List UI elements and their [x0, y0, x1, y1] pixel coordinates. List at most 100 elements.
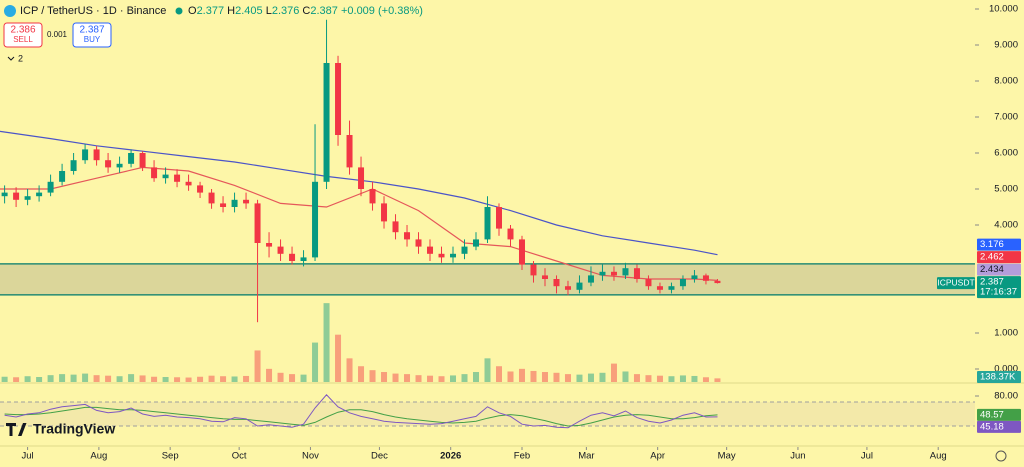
candle-body: [495, 207, 502, 229]
volume-bar: [70, 374, 77, 382]
ohlc: O2.377 H2.405 L2.376 C2.387 +0.009 (+0.3…: [188, 5, 423, 17]
symbol-icon: [4, 5, 16, 17]
candle-body: [656, 286, 663, 290]
candle-body: [13, 192, 20, 200]
candle-body: [576, 282, 583, 290]
candle-body: [369, 189, 376, 204]
volume-bar: [231, 376, 238, 382]
volume-bar: [116, 376, 123, 382]
price-label-text: 2.462: [980, 252, 1004, 263]
candle-body: [564, 286, 571, 290]
countdown: 17:16:37: [980, 287, 1017, 298]
volume-bar: [450, 375, 457, 382]
candle-body: [553, 279, 560, 287]
settings-button[interactable]: [995, 450, 1007, 462]
volume-bar: [277, 372, 284, 382]
candle-body: [473, 239, 480, 247]
status-dot: [175, 7, 183, 15]
ohlc-label: O: [188, 5, 197, 17]
candle-body: [645, 279, 652, 287]
volume-bar: [553, 372, 560, 382]
x-tick-label: May: [718, 451, 736, 462]
volume-bar: [335, 334, 342, 382]
candle-body: [266, 243, 273, 247]
candle-body: [622, 268, 629, 276]
volume-label-text: 138.37K: [980, 372, 1016, 383]
ohlc-label: L: [266, 5, 272, 17]
x-tick-label: Aug: [90, 451, 107, 462]
candle-body: [231, 199, 238, 207]
candle-body: [679, 279, 686, 287]
volume-bar: [381, 372, 388, 382]
volume-bar: [162, 377, 169, 382]
volume-bar: [358, 366, 365, 382]
candle-body: [530, 264, 537, 276]
volume-bar: [518, 368, 525, 382]
price-label-box: [977, 251, 1021, 264]
rsi-label-box: [977, 420, 1021, 433]
candle-body: [254, 203, 261, 243]
candle-body: [197, 185, 204, 193]
volume-bar: [415, 375, 422, 382]
y-tick-label: 9.000: [994, 40, 1018, 51]
candle-body: [610, 271, 617, 276]
candle-body: [277, 246, 284, 254]
indicator-count[interactable]: 2: [18, 53, 23, 63]
y-tick-label: 10.000: [989, 4, 1018, 15]
ohlc-label: H: [227, 5, 235, 17]
volume-bar: [679, 375, 686, 382]
volume-bar: [139, 375, 146, 382]
candle-body: [668, 286, 675, 290]
volume-bar: [24, 376, 31, 382]
volume-bar: [484, 358, 491, 382]
candle-body: [702, 275, 709, 281]
volume-bar: [369, 370, 376, 382]
candle-body: [24, 196, 31, 200]
x-tick-label: Dec: [371, 451, 388, 462]
candle-body: [346, 135, 353, 168]
x-tick-label: Aug: [930, 451, 947, 462]
candle-body: [105, 160, 112, 168]
candle-body: [427, 246, 434, 254]
symbol-tag: ICPUSDT: [937, 277, 974, 287]
y-tick-label: 7.000: [994, 112, 1018, 123]
y-tick-label: 8.000: [994, 76, 1018, 87]
volume-bar: [128, 374, 135, 382]
candle-body: [59, 171, 66, 182]
candle-body: [312, 181, 319, 258]
ohlc-label: C: [302, 5, 310, 17]
volume-bar: [495, 366, 502, 382]
candle-body: [300, 257, 307, 261]
rsi-tick-label: 80.00: [994, 391, 1018, 402]
candle-body: [185, 181, 192, 186]
x-tick-label: Sep: [162, 451, 179, 462]
spread: 0.001: [47, 30, 68, 39]
volume-bar: [541, 372, 548, 382]
candle-body: [70, 160, 77, 171]
volume-bar: [13, 377, 20, 382]
ohlc-value: 2.376: [272, 5, 300, 17]
volume-bar: [622, 371, 629, 382]
candle-body: [82, 149, 89, 161]
x-tick-label: Jun: [790, 451, 805, 462]
symbol-tag-box: [937, 277, 975, 290]
candle-body: [208, 192, 215, 204]
buy-button[interactable]: [72, 22, 112, 48]
sell-button[interactable]: [3, 22, 43, 48]
candle-body: [289, 253, 296, 261]
volume-bar: [530, 370, 537, 382]
candle-body: [392, 221, 399, 233]
collapse-icon[interactable]: [7, 56, 15, 61]
rsi-line: [4, 394, 718, 429]
x-tick-label: Apr: [650, 451, 665, 462]
volume-label-box: [977, 371, 1021, 383]
x-tick-label: Feb: [514, 451, 530, 462]
volume-bar: [564, 374, 571, 382]
volume-bar: [1, 376, 8, 382]
price-label-text: 3.176: [980, 239, 1004, 250]
volume-bar: [185, 377, 192, 382]
x-tick-label: Mar: [578, 451, 594, 462]
volume-bar: [576, 374, 583, 382]
rsi-band: [0, 402, 975, 426]
